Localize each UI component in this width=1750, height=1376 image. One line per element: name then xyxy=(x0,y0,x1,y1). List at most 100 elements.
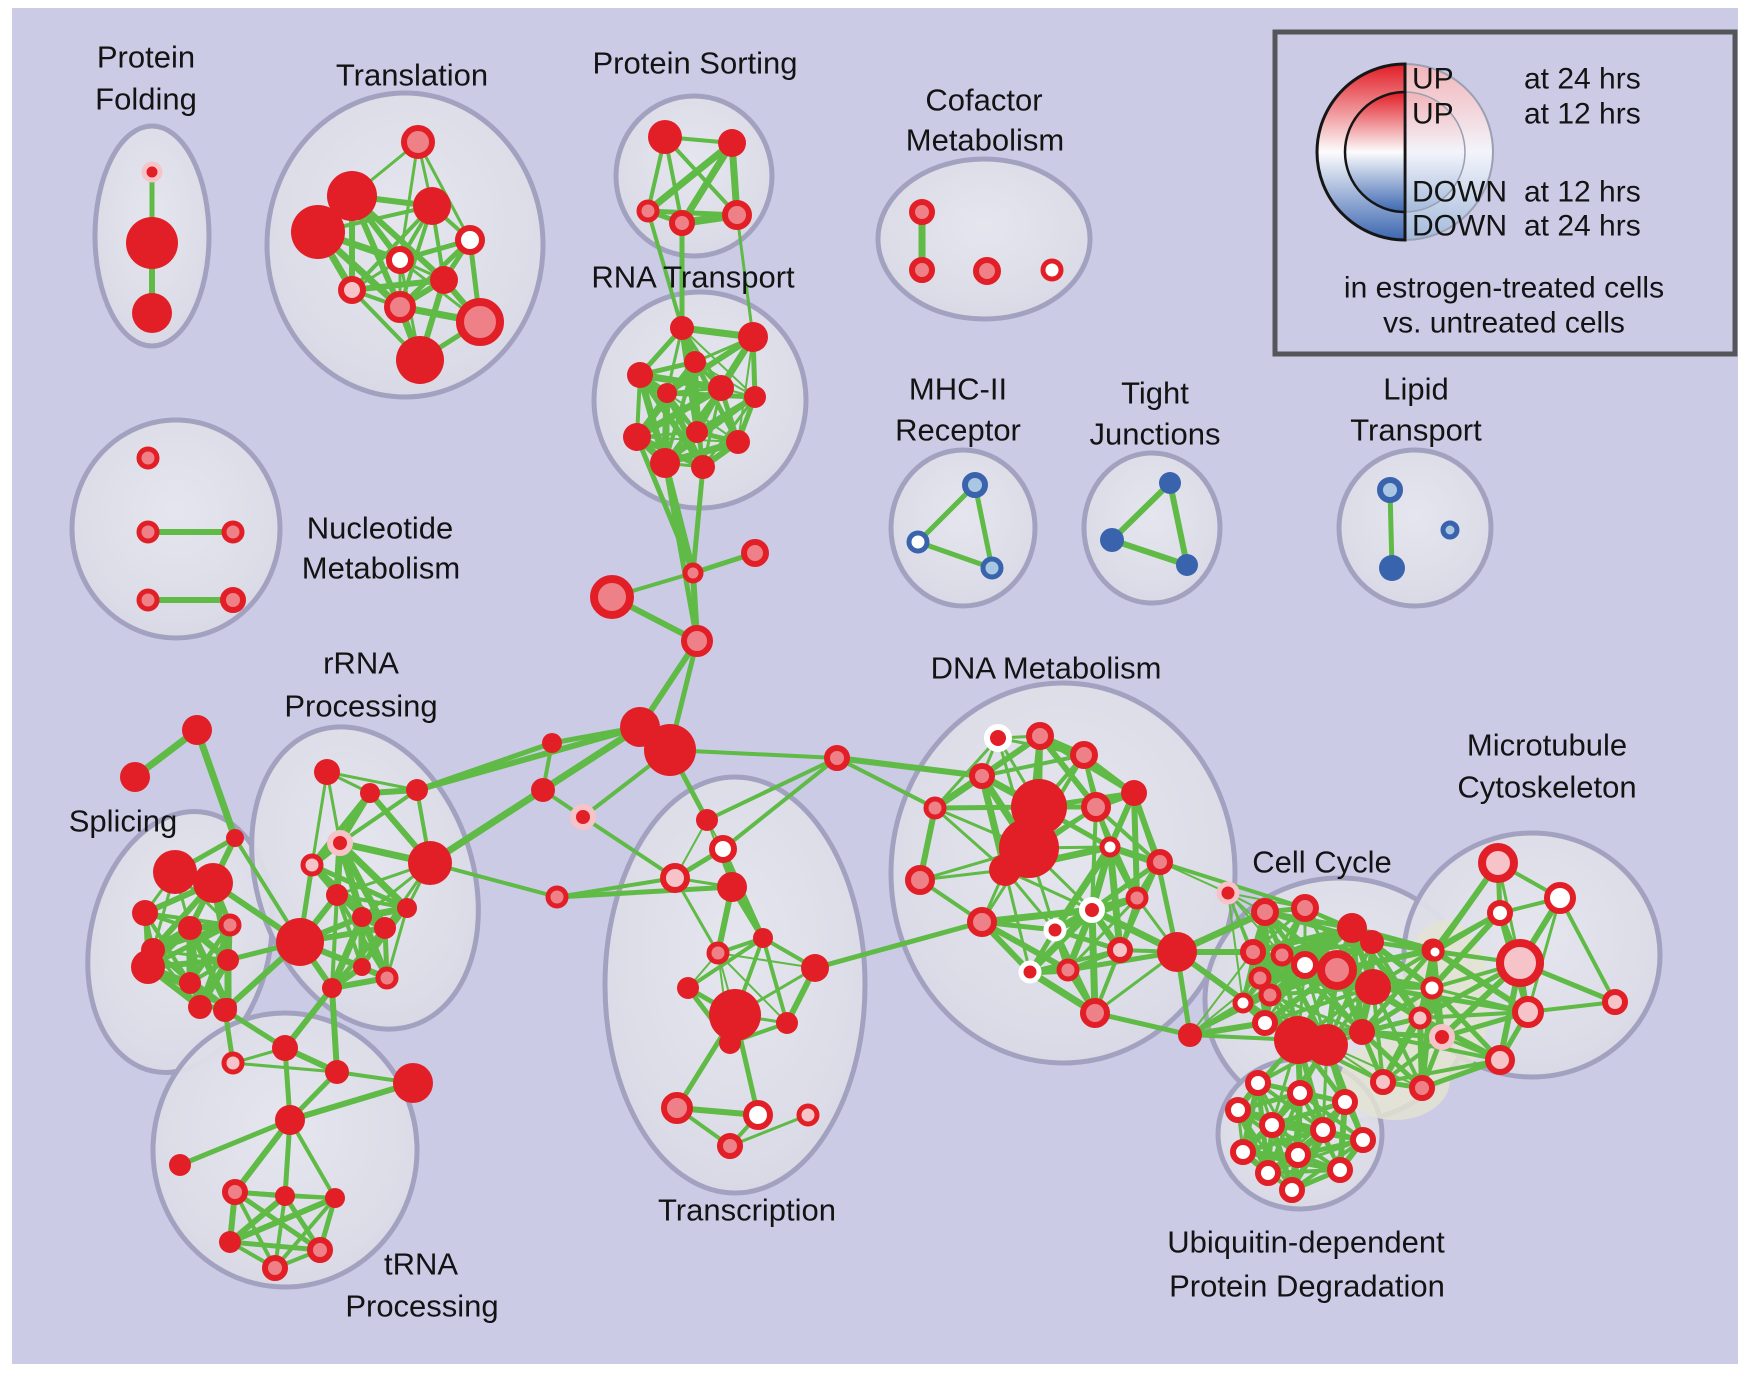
edge-rrna-mesh xyxy=(329,925,388,991)
node-cc22 xyxy=(1370,1069,1396,1095)
cluster-label-dna-metabolism-line0: DNA Metabolism xyxy=(931,651,1162,686)
edge xyxy=(1370,984,1531,1015)
node-d18 xyxy=(1107,937,1133,963)
legend-note-line1: vs. untreated cells xyxy=(1383,307,1625,340)
node-rt3 xyxy=(684,351,706,373)
node-sp7 xyxy=(131,950,165,984)
edge-rrna-mesh xyxy=(336,839,411,912)
edge-ubiquitin-mesh xyxy=(1240,1127,1326,1155)
cluster-label-cofactor-metabolism-line0: Cofactor xyxy=(925,83,1042,118)
node-d16 xyxy=(1125,886,1149,910)
node-cc14 xyxy=(1252,1010,1278,1036)
edge xyxy=(1360,1030,1502,1062)
legend-note-line0: in estrogen-treated cells xyxy=(1344,272,1664,305)
node-u10 xyxy=(1327,1157,1353,1183)
node-rr17 xyxy=(272,1035,298,1061)
node-sp4 xyxy=(178,916,202,940)
node-rr7 xyxy=(276,918,324,966)
node-tri2 xyxy=(120,762,150,792)
node-cc4 xyxy=(1337,913,1367,943)
edge-splicing-mesh xyxy=(187,922,233,986)
node-d20 xyxy=(1056,958,1080,982)
node-n1 xyxy=(136,446,160,470)
node-cc12 xyxy=(1232,992,1254,1014)
node-cc21 xyxy=(1429,1024,1455,1050)
edge xyxy=(835,756,937,810)
node-d9 xyxy=(1099,836,1121,858)
edge-cell-cycle-mesh xyxy=(1280,940,1374,957)
legend-circle-right-inner xyxy=(1404,91,1466,213)
edge-rrna-mesh xyxy=(329,985,340,1075)
edge xyxy=(177,1117,293,1168)
edge xyxy=(972,482,995,571)
node-tx12 xyxy=(661,1092,693,1124)
node-t5 xyxy=(455,225,485,255)
cluster-ellipse-cofactor-metabolism xyxy=(875,156,1093,322)
edge xyxy=(812,919,985,971)
node-rt6 xyxy=(657,383,677,403)
node-cc28 xyxy=(1147,849,1173,875)
node-t8 xyxy=(338,276,366,304)
legend-time-2: at 12 hrs xyxy=(1524,176,1641,209)
node-d11 xyxy=(989,854,1021,886)
node-mt4 xyxy=(1425,942,1445,962)
node-cc8 xyxy=(1291,951,1319,979)
node-tx13 xyxy=(743,1100,773,1130)
node-rr5 xyxy=(300,853,324,877)
node-cc3 xyxy=(1291,894,1319,922)
node-tx15 xyxy=(717,1133,743,1159)
network-nodes xyxy=(120,120,1628,1281)
node-tx3 xyxy=(660,863,690,893)
edge-rrna-mesh xyxy=(328,913,366,992)
cluster-label-lipid-transport-line0: Lipid xyxy=(1383,372,1449,407)
node-tx4 xyxy=(717,872,747,902)
node-rr1 xyxy=(314,759,340,785)
node-ps4 xyxy=(722,200,752,230)
edge-microtubule-mesh xyxy=(1381,1058,1502,1084)
edge xyxy=(705,756,839,822)
node-cc9 xyxy=(1317,950,1357,990)
node-tj1 xyxy=(1159,472,1181,494)
edge-trna-mesh xyxy=(273,1196,337,1270)
node-cf2 xyxy=(909,257,935,283)
edge xyxy=(581,815,677,880)
node-O xyxy=(590,575,634,619)
cluster-label-mhc-ii-receptor-line1: Receptor xyxy=(895,413,1021,448)
node-tx11 xyxy=(719,1032,741,1054)
node-n5 xyxy=(220,587,246,613)
node-d14 xyxy=(1079,897,1105,923)
node-sp10 xyxy=(188,995,212,1019)
node-sp3 xyxy=(132,900,158,926)
edge xyxy=(554,884,735,900)
cluster-ellipse-trna-processing xyxy=(150,1010,420,1290)
legend-time-3: at 24 hrs xyxy=(1524,210,1641,243)
edge-transcription-mesh xyxy=(761,936,789,1025)
node-tr5 xyxy=(325,1188,345,1208)
edge-cell-cycle-mesh xyxy=(1188,993,1272,1037)
node-rt11 xyxy=(650,448,680,478)
node-H4 xyxy=(531,778,555,802)
node-stem xyxy=(226,829,244,847)
node-tx5 xyxy=(753,928,773,948)
node-tr1 xyxy=(275,1105,305,1135)
edge-rrna-mesh xyxy=(330,893,339,990)
node-cc19 xyxy=(1420,976,1444,1000)
node-m1 xyxy=(962,472,988,498)
cluster-label-ubiquitin-degradation-line1: Protein Degradation xyxy=(1169,1269,1445,1304)
edge-protein-sorting-mesh xyxy=(663,135,739,217)
edge xyxy=(287,1080,416,1123)
cluster-label-protein-sorting-line0: Protein Sorting xyxy=(592,46,797,81)
node-tri1 xyxy=(182,715,212,745)
legend-direction-0: UP xyxy=(1412,63,1454,96)
edge-microtubule-mesh xyxy=(1429,910,1503,991)
node-d22 xyxy=(1157,932,1197,972)
cluster-label-rrna-processing-line1: Processing xyxy=(284,689,437,724)
node-rr2 xyxy=(360,783,380,803)
edge-rna-transport-mesh xyxy=(737,336,754,443)
edge-rna-transport-mesh xyxy=(636,371,725,392)
node-tx10 xyxy=(776,1012,798,1034)
edge-trna-mesh xyxy=(227,1193,288,1245)
legend-circle-left-inner xyxy=(1343,90,1407,214)
cluster-label-nucleotide-metabolism-line0: Nucleotide xyxy=(307,511,453,546)
